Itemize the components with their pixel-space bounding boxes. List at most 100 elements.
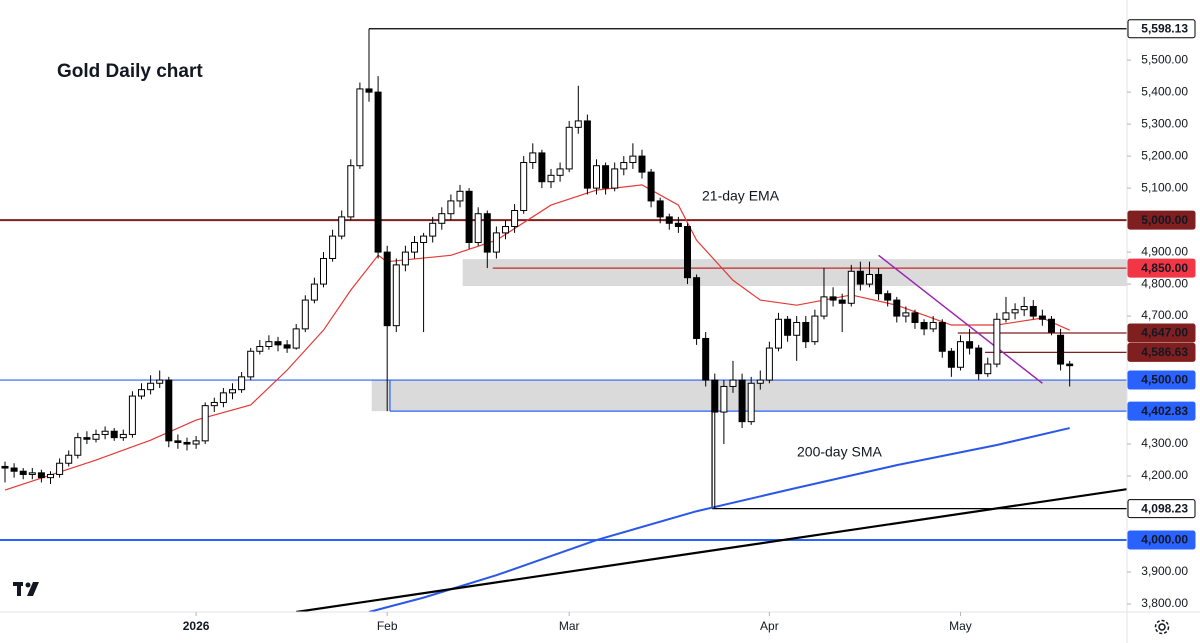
candle-body [1020, 305, 1028, 311]
candle-body [465, 190, 473, 243]
price-badge-label: 4,500.00 [1141, 373, 1188, 387]
candle-body [893, 299, 901, 317]
price-badge-label: 4,098.23 [1141, 501, 1188, 515]
candle-body [365, 88, 373, 93]
candle-body [401, 251, 409, 266]
candle-body [583, 120, 591, 189]
candle-body [538, 152, 546, 183]
candle-body [410, 241, 418, 253]
candle-body [356, 88, 364, 167]
candle-body [738, 379, 746, 423]
candle-body [565, 126, 573, 170]
candle-body [492, 232, 500, 253]
moving-average [368, 427, 1070, 612]
candle-body [556, 168, 564, 176]
y-tick-label: 5,400.00 [1141, 84, 1188, 98]
candle-body [802, 321, 810, 343]
candle-body [693, 277, 701, 339]
candle-body [720, 385, 728, 413]
candle-body [911, 312, 919, 323]
candle-body [620, 162, 628, 170]
series-annotation: 200-day SMA [797, 444, 882, 460]
candle-body [947, 350, 955, 368]
plot-area [0, 28, 1127, 612]
y-tick-label: 4,200.00 [1141, 468, 1188, 482]
x-tick-label: Apr [760, 619, 779, 633]
candle-body [474, 213, 482, 243]
candle-body [1011, 309, 1019, 314]
candle-body [656, 200, 664, 218]
candle-body [793, 321, 801, 336]
candle-body [702, 337, 710, 381]
axes: 5,500.00 5,400.00 5,300.00 5,200.00 5,100.00… [183, 19, 1196, 633]
candle-body [383, 251, 391, 327]
candle-body [447, 200, 455, 215]
tradingview-logo [13, 582, 39, 596]
candle-body [611, 168, 619, 189]
candle-body [10, 467, 18, 472]
candle-body [74, 437, 82, 456]
price-badge [1127, 323, 1196, 343]
series-annotation: 21-day EMA [702, 188, 780, 204]
candle-body [119, 433, 127, 439]
candle-body [183, 441, 191, 445]
candle-body [501, 226, 509, 234]
y-tick-label: 3,900.00 [1141, 564, 1188, 578]
candle-body [993, 318, 1001, 365]
candle-body [902, 312, 910, 317]
trendline [296, 488, 1127, 612]
candle-body [283, 344, 291, 349]
candle-body [856, 270, 864, 285]
candle-body [347, 165, 355, 218]
candle-body [156, 379, 164, 384]
candle-body [647, 171, 655, 202]
candle-body [292, 328, 300, 349]
candle-body [847, 270, 855, 304]
zone [462, 259, 1127, 287]
candle-body [28, 472, 36, 475]
candle-body [820, 296, 828, 317]
candle-body [392, 264, 400, 327]
candle-body [975, 347, 983, 375]
candle-body [247, 350, 255, 378]
x-tick-label: Mar [559, 619, 580, 633]
candle-body [938, 321, 946, 352]
candle-body [1038, 315, 1046, 320]
candle-body [829, 296, 837, 301]
candle-body [37, 472, 45, 479]
candle-body [929, 321, 937, 330]
price-badge [1127, 342, 1196, 362]
candle-body [210, 401, 218, 407]
candle-body [301, 299, 309, 330]
candle-body [19, 470, 27, 475]
candle-body [219, 392, 227, 403]
candle-body [592, 165, 600, 189]
candle-body [92, 433, 100, 440]
price-badge-label: 4,850.00 [1141, 261, 1188, 275]
trendline [878, 254, 1043, 384]
moving-average [4, 184, 1070, 491]
candle-body [456, 190, 464, 202]
y-tick-label: 5,500.00 [1141, 52, 1188, 66]
y-tick-label: 4,900.00 [1141, 244, 1188, 258]
candle-body [765, 347, 773, 381]
candle-body [520, 162, 528, 212]
candle-body [665, 216, 673, 224]
candle-body [483, 213, 491, 253]
candle-body [138, 389, 146, 397]
candle-body [602, 165, 610, 189]
candle-body [984, 363, 992, 375]
candle-body [192, 440, 200, 445]
price-badge-label: 4,647.00 [1141, 326, 1188, 340]
candle-body [966, 341, 974, 349]
candle-body [438, 213, 446, 224]
candle-body [374, 91, 382, 253]
settings-icon[interactable] [1154, 619, 1170, 635]
candle-body [811, 315, 819, 343]
candle-body [101, 430, 109, 435]
candle-body [47, 473, 55, 479]
candle-body [338, 216, 346, 237]
price-badge [1127, 19, 1196, 39]
y-tick-label: 3,800.00 [1141, 596, 1188, 610]
candle-body [674, 222, 682, 228]
